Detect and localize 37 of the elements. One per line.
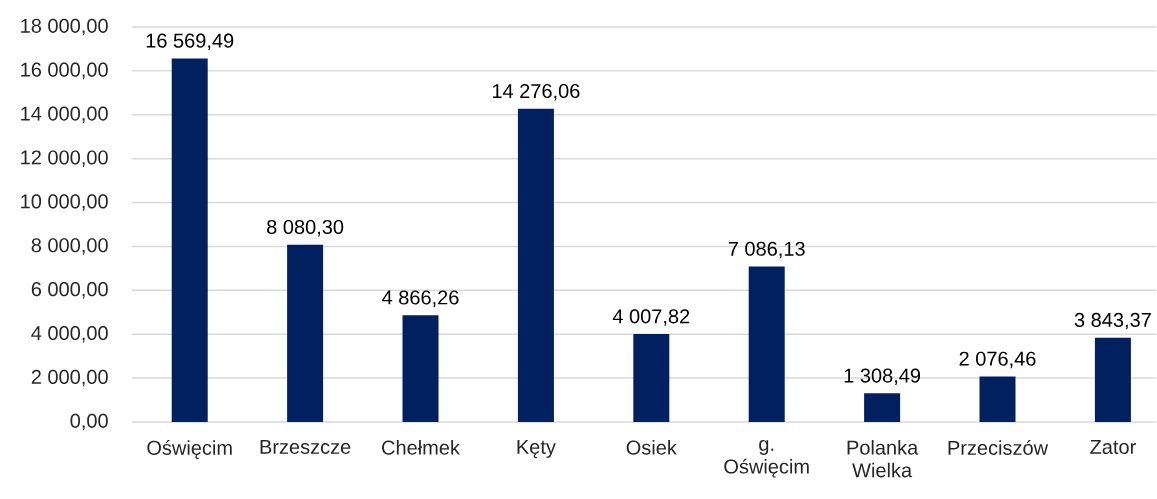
x-tick-label: g. Oświęcim: [724, 440, 809, 478]
data-label: 1 308,49: [844, 368, 921, 385]
data-label: 3 843,37: [1074, 312, 1151, 330]
data-label: 2 076,46: [959, 351, 1036, 369]
bar: [633, 334, 670, 422]
data-label: 7 086,13: [728, 241, 805, 259]
bar: [517, 108, 554, 422]
y-tick-label: 12 000,00: [21, 150, 108, 167]
x-tick-label: Kęty: [517, 440, 556, 458]
data-label: 16 569,49: [146, 33, 234, 51]
y-tick-label: 0,00: [70, 413, 108, 431]
y-tick-label: 10 000,00: [21, 194, 108, 211]
x-tick-label: Chełmek: [382, 440, 460, 455]
x-tick-label: Polanka Wielka: [847, 440, 919, 478]
x-tick-label: Brzeszcze: [260, 440, 351, 454]
data-label: 8 080,30: [267, 219, 344, 237]
bar: [287, 244, 324, 422]
y-tick-label: 8 000,00: [31, 238, 108, 255]
y-tick-label: 18 000,00: [21, 18, 108, 36]
y-tick-label: 14 000,00: [21, 106, 108, 124]
bar: [1094, 337, 1131, 422]
y-tick-label: 2 000,00: [31, 369, 108, 387]
y-tick-label: 4 000,00: [31, 325, 108, 343]
data-label: 4 866,26: [382, 290, 459, 307]
data-label: 4 007,82: [612, 309, 690, 326]
x-tick-label: Oświęcim: [147, 440, 232, 459]
bar: [864, 393, 901, 422]
bar: [402, 315, 439, 422]
bar: [171, 58, 208, 422]
y-tick-label: 6 000,00: [31, 282, 108, 299]
data-label: 14 276,06: [492, 83, 580, 101]
x-tick-label: Osiek: [626, 440, 677, 455]
x-tick-label: Zator: [1090, 440, 1136, 454]
x-tick-label: Przeciszów: [948, 440, 1049, 455]
bar: [979, 376, 1016, 422]
bar: [748, 266, 785, 422]
y-tick-label: 16 000,00: [21, 62, 108, 80]
